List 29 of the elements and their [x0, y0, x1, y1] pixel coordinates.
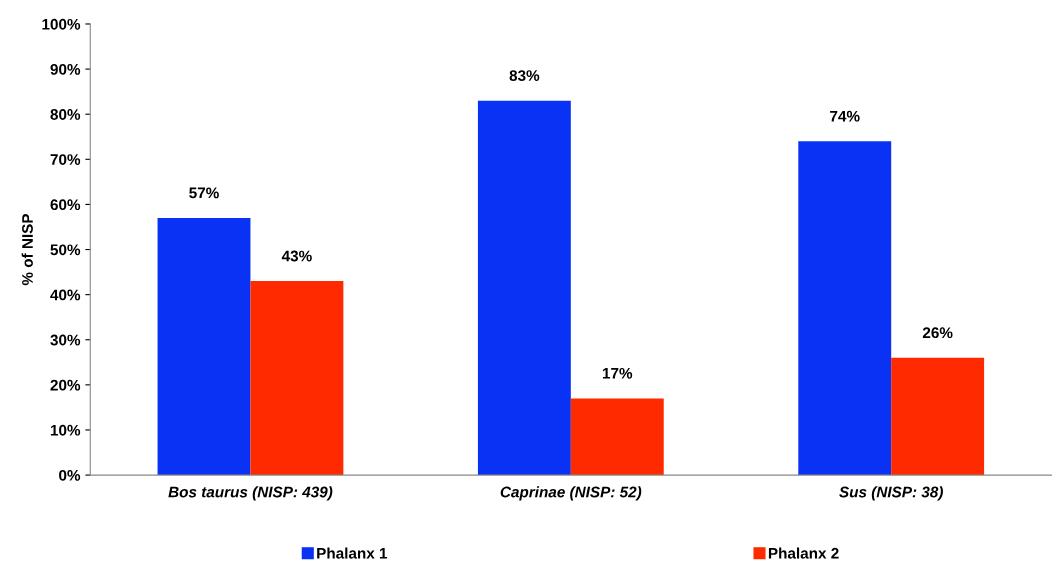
- bar: [157, 217, 251, 476]
- bar: [798, 141, 892, 476]
- legend-label: Phalanx 1: [317, 547, 388, 559]
- y-tick-label: 60%: [50, 199, 81, 211]
- data-label: 57%: [189, 187, 219, 199]
- x-tick-label: Bos taurus (NISP: 439): [168, 486, 333, 501]
- data-label: 26%: [922, 327, 953, 339]
- x-tick-label: Sus (NISP: 38): [839, 486, 943, 501]
- bar: [250, 281, 344, 476]
- x-tick-label: Caprinae (NISP: 52): [500, 486, 642, 501]
- y-tick-label: 10%: [50, 424, 81, 436]
- bar: [477, 100, 571, 476]
- y-tick-label: 40%: [50, 289, 81, 301]
- bar: [891, 357, 985, 476]
- y-tick-label: 100%: [42, 18, 81, 30]
- data-label: 17%: [602, 367, 633, 379]
- y-tick-label: 80%: [50, 109, 81, 120]
- y-tick-label: 20%: [50, 379, 81, 391]
- y-tick-label: 50%: [50, 244, 81, 256]
- legend-label: Phalanx 2: [768, 547, 839, 559]
- y-tick-label: 30%: [50, 334, 81, 346]
- data-label: 83%: [509, 70, 540, 81]
- data-label: 43%: [281, 250, 312, 262]
- y-tick-label: 90%: [50, 63, 81, 75]
- y-tick-label: 0%: [59, 469, 81, 481]
- y-axis-title: % of NISP: [21, 213, 33, 286]
- y-tick-label: 70%: [50, 154, 81, 165]
- data-label: 74%: [830, 110, 860, 122]
- bar: [570, 398, 664, 476]
